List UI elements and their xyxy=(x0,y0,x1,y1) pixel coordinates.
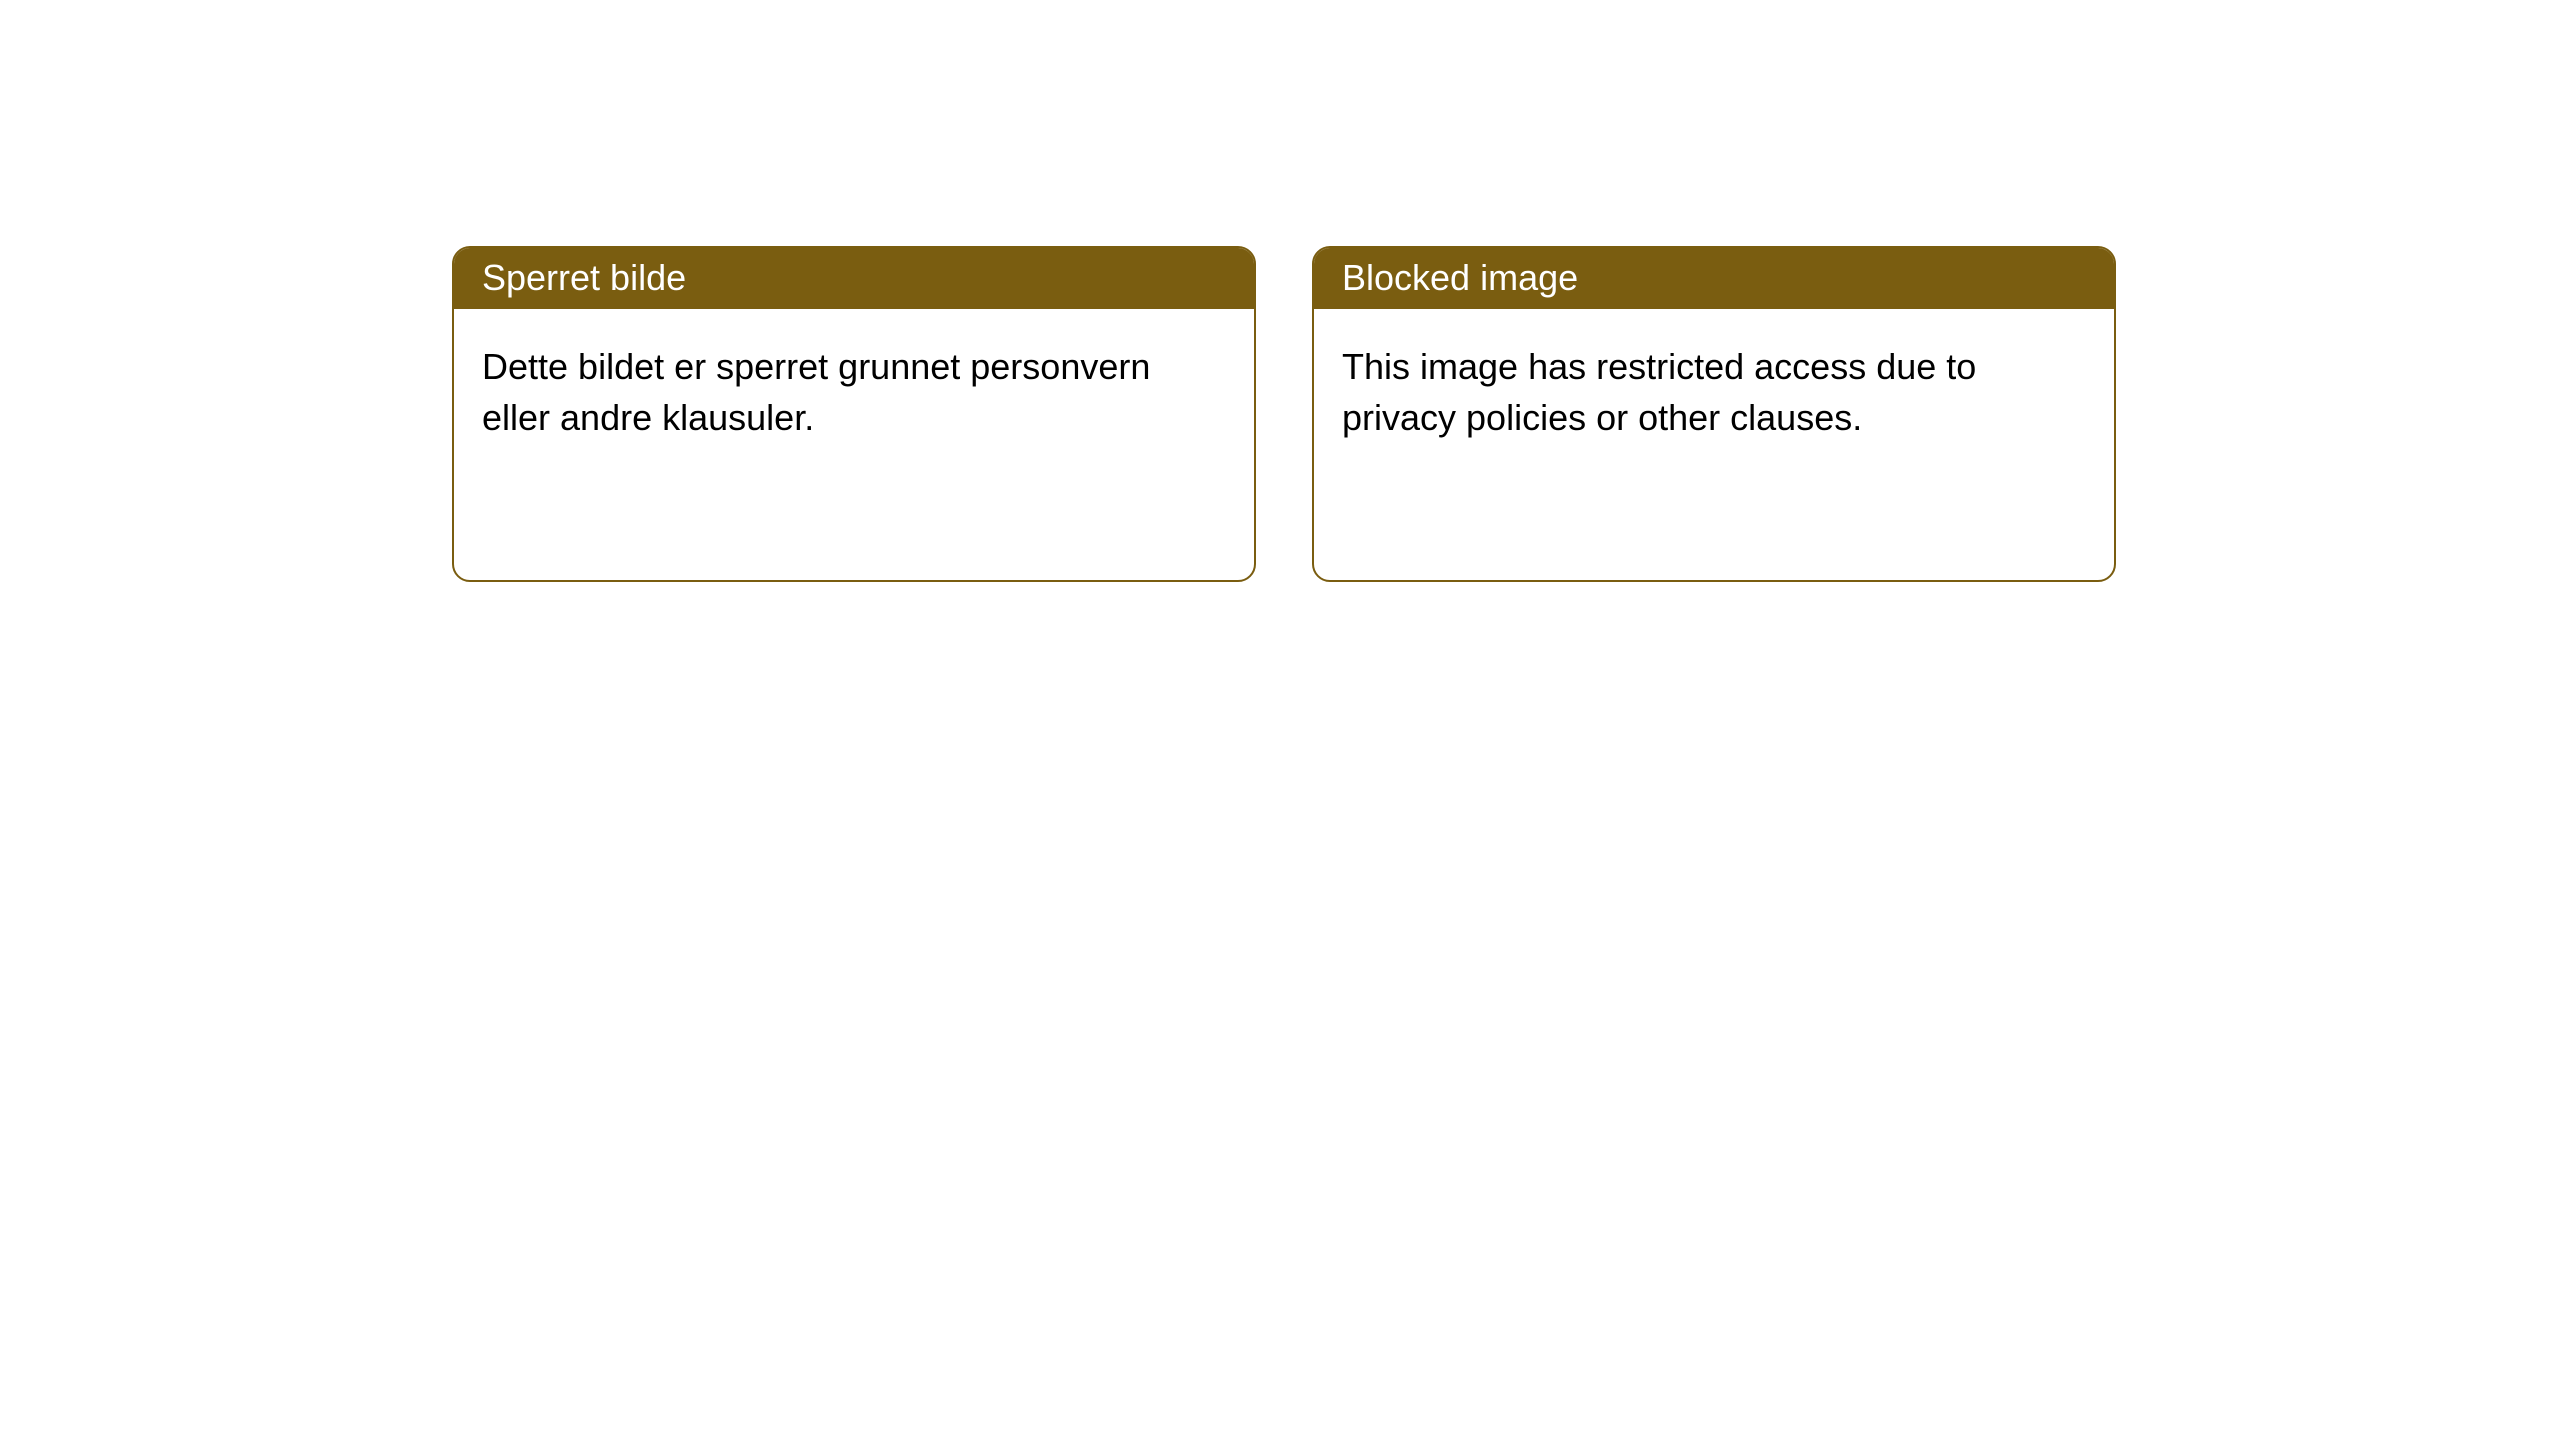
blocked-image-notice-no: Sperret bilde Dette bildet er sperret gr… xyxy=(452,246,1256,582)
notice-body: Dette bildet er sperret grunnet personve… xyxy=(454,309,1254,475)
notice-header: Blocked image xyxy=(1314,248,2114,309)
notice-body: This image has restricted access due to … xyxy=(1314,309,2114,475)
blocked-image-notice-en: Blocked image This image has restricted … xyxy=(1312,246,2116,582)
notice-header: Sperret bilde xyxy=(454,248,1254,309)
notice-container: Sperret bilde Dette bildet er sperret gr… xyxy=(0,0,2560,582)
